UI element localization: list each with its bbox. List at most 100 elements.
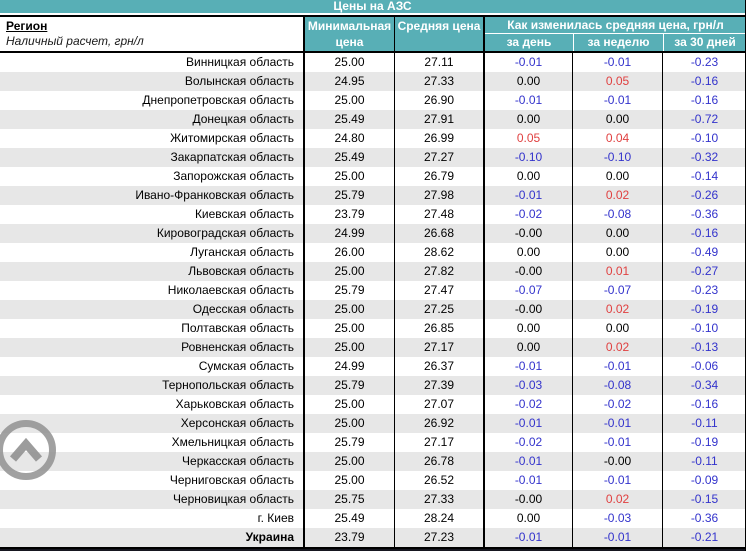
change-day-cell: -0.02 <box>485 395 573 414</box>
avg-price-cell: 26.68 <box>395 224 485 243</box>
min-price-cell: 25.00 <box>305 414 395 433</box>
table-row: Луганская область 26.00 28.62 0.00 0.00 -0.49 <box>0 243 745 262</box>
change-week-cell: -0.08 <box>573 376 663 395</box>
page-title: Цены на АЗС <box>333 0 412 13</box>
table-row: Волынская область 24.95 27.33 0.00 0.05 -0.16 <box>0 72 745 91</box>
change-30days-cell: -0.36 <box>690 511 719 525</box>
region-cell: г. Киев <box>0 509 305 528</box>
scroll-to-top-button[interactable] <box>0 420 56 480</box>
table-header: Регион Наличный расчет, грн/л Минимальна… <box>0 15 745 53</box>
change-day-cell: -0.01 <box>485 471 573 490</box>
change-day-cell: -0.07 <box>485 281 573 300</box>
table-row: Черновицкая область 25.75 27.33 -0.00 0.02 -0… <box>0 490 745 509</box>
change-day-cell: 0.00 <box>485 167 573 186</box>
change-day-cell: -0.01 <box>485 414 573 433</box>
table-row: Тернопольская область 25.79 27.39 -0.03 -0.0… <box>0 376 745 395</box>
avg-price-cell: 26.92 <box>395 414 485 433</box>
table-row: Ровненская область 25.00 27.17 0.00 0.02 -0.1… <box>0 338 745 357</box>
change-day-header: за день <box>506 35 552 49</box>
change-day-cell: 0.00 <box>485 319 573 338</box>
min-price-cell: 26.00 <box>305 243 395 262</box>
change-day-cell: -0.03 <box>485 376 573 395</box>
region-cell: Черниговская область <box>0 471 305 490</box>
table-row: Ивано-Франковская область 25.79 27.98 -0.01… <box>0 186 745 205</box>
table-row: Полтавская область 25.00 26.85 0.00 0.00 -0.1… <box>0 319 745 338</box>
region-cell: Закарпатская область <box>0 148 305 167</box>
avg-price-cell: 27.17 <box>395 338 485 357</box>
change-day-cell: -0.01 <box>485 528 573 547</box>
change-week-header: за неделю <box>573 34 663 51</box>
change-week-cell: 0.01 <box>573 262 663 281</box>
region-header-subtitle: Наличный расчет, грн/л <box>6 34 144 48</box>
change-week-cell: -0.01 <box>573 414 663 433</box>
avg-price-cell: 27.91 <box>395 110 485 129</box>
change-day-cell: -0.01 <box>485 186 573 205</box>
table-row: Одесская область 25.00 27.25 -0.00 0.02 -0.19 <box>0 300 745 319</box>
avg-price-cell: 27.82 <box>395 262 485 281</box>
change-week-cell: 0.00 <box>573 224 663 243</box>
min-price-cell: 25.00 <box>305 91 395 110</box>
table-row: Закарпатская область 25.49 27.27 -0.10 -0.10… <box>0 148 745 167</box>
change-30days-cell: -0.11 <box>691 416 718 430</box>
min-price-cell: 25.49 <box>305 148 395 167</box>
min-price-cell: 25.00 <box>305 471 395 490</box>
change-30days-cell: -0.26 <box>690 188 719 202</box>
region-cell: Полтавская область <box>0 319 305 338</box>
change-day-cell: 0.00 <box>485 338 573 357</box>
avg-price-cell: 27.23 <box>395 528 485 547</box>
change-week-cell: -0.01 <box>573 528 663 547</box>
change-day-cell: 0.00 <box>485 509 573 528</box>
table-row: Киевская область 23.79 27.48 -0.02 -0.08 -0.3… <box>0 205 745 224</box>
region-cell: Запорожская область <box>0 167 305 186</box>
min-price-cell: 24.99 <box>305 357 395 376</box>
change-30days-cell: -0.19 <box>690 302 719 316</box>
change-week-cell: -0.00 <box>573 452 663 471</box>
table-row: Кировоградская область 24.99 26.68 -0.00 0.0… <box>0 224 745 243</box>
change-group-label: Как изменилась средняя цена, грн/л <box>485 17 745 34</box>
region-cell: Украина <box>0 528 305 547</box>
region-header-label: Регион <box>6 19 48 33</box>
change-30days-header: за 30 дней <box>663 34 745 51</box>
min-price-cell: 25.79 <box>305 376 395 395</box>
region-cell: Харьковская область <box>0 395 305 414</box>
change-week-cell: 0.02 <box>573 338 663 357</box>
min-price-cell: 24.95 <box>305 72 395 91</box>
window-bottom-edge <box>0 549 745 551</box>
min-price-cell: 25.00 <box>305 262 395 281</box>
avg-price-cell: 27.33 <box>395 72 485 91</box>
avg-price-cell: 26.79 <box>395 167 485 186</box>
region-cell: Ровненская область <box>0 338 305 357</box>
min-price-cell: 25.49 <box>305 509 395 528</box>
divider <box>0 13 745 15</box>
change-30days-cell: -0.23 <box>690 283 719 297</box>
change-30days-cell: -0.72 <box>690 112 719 126</box>
region-cell: Луганская область <box>0 243 305 262</box>
region-cell: Днепропетровская область <box>0 91 305 110</box>
min-price-cell: 23.79 <box>305 528 395 547</box>
table-row: Запорожская область 25.00 26.79 0.00 0.00 -0.… <box>0 167 745 186</box>
change-subheaders: за день за неделю за 30 дней <box>485 34 745 51</box>
change-week-cell: -0.01 <box>573 433 663 452</box>
table-bottom-border <box>0 547 745 549</box>
change-30days-cell: -0.19 <box>690 435 719 449</box>
region-cell: Львовская область <box>0 262 305 281</box>
change-group-header: Как изменилась средняя цена, грн/л за де… <box>485 17 745 51</box>
region-cell: Сумская область <box>0 357 305 376</box>
change-30days-cell: -0.16 <box>690 397 719 411</box>
table-row: Сумская область 24.99 26.37 -0.01 -0.01 -0.06 <box>0 357 745 376</box>
change-week-cell: 0.00 <box>573 243 663 262</box>
change-week-cell: -0.02 <box>573 395 663 414</box>
region-cell: Житомирская область <box>0 129 305 148</box>
change-30days-cell: -0.23 <box>690 55 719 69</box>
change-30days-cell: -0.34 <box>690 378 719 392</box>
region-cell: Хмельницкая область <box>0 433 305 452</box>
min-price-cell: 25.79 <box>305 186 395 205</box>
avg-price-cell: 26.90 <box>395 91 485 110</box>
region-cell: Николаевская область <box>0 281 305 300</box>
avg-price-cell: 27.98 <box>395 186 485 205</box>
change-day-cell: -0.01 <box>485 452 573 471</box>
avg-price-cell: 27.25 <box>395 300 485 319</box>
change-day-cell: -0.01 <box>485 357 573 376</box>
avg-price-cell: 26.99 <box>395 129 485 148</box>
change-week-cell: 0.05 <box>573 72 663 91</box>
